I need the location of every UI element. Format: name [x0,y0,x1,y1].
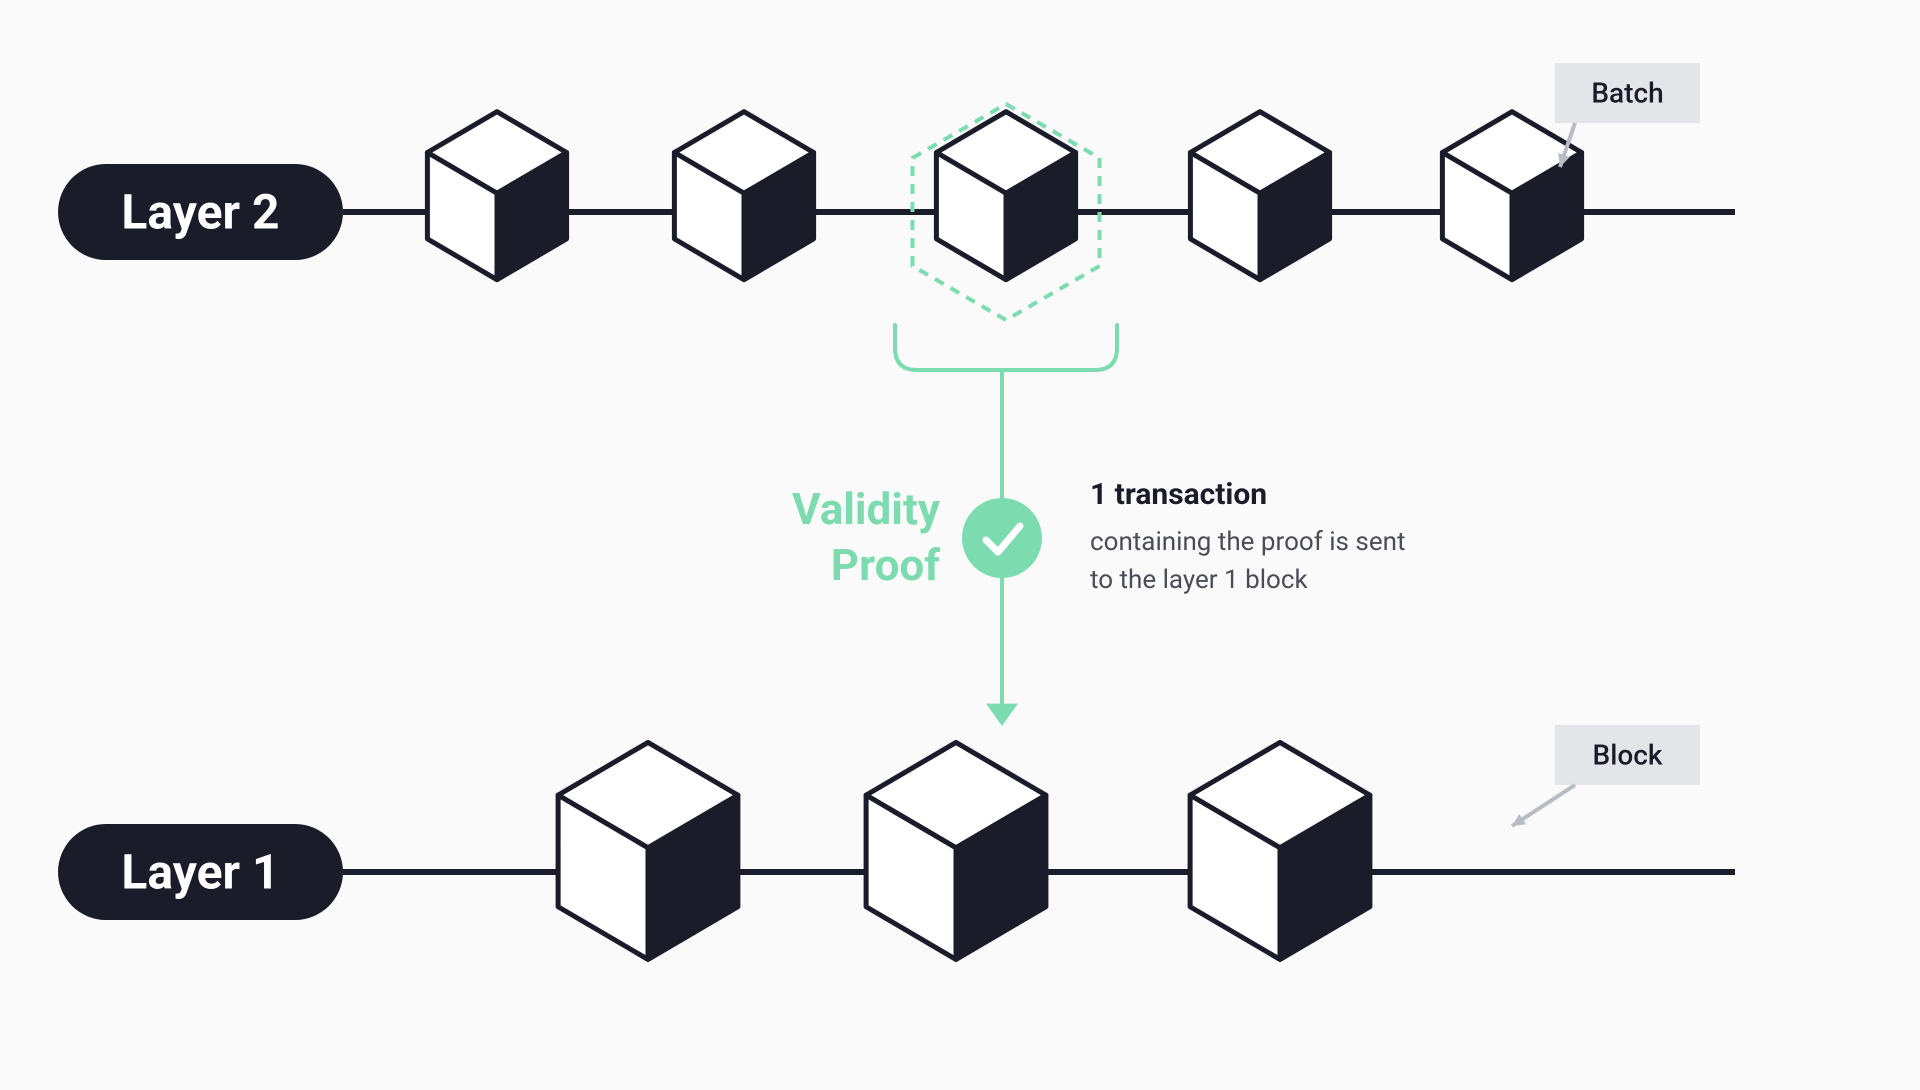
proof-arrow-head [986,704,1018,726]
tx-text-line2: to the layer 1 block [1090,565,1308,595]
layer1-cube-1 [866,742,1046,959]
layer2-cube-1 [674,112,813,280]
tx-text-line1: containing the proof is sent [1090,527,1405,557]
layer2-cube-3 [1190,112,1329,280]
validity-label-line2: Proof [831,539,940,591]
layer1-cube-2 [1190,742,1370,959]
layer2-cube-4 [1442,112,1581,280]
check-badge-icon [962,498,1042,578]
validity-label-line1: Validity [792,483,941,535]
layer2-cube-0 [427,112,566,280]
layer1-pill: Layer 1 [58,824,343,920]
layer2-pill: Layer 2 [58,164,343,260]
layer1-cube-0 [558,742,738,959]
block-tag-label: Block [1593,739,1663,772]
layer2-cube-2 [936,112,1075,280]
block-tag: Block [1512,725,1700,826]
tx-bold-text: 1 transaction [1090,477,1267,512]
bracket [895,325,1117,370]
batch-tag-label: Batch [1591,77,1663,110]
layer1-pill-label: Layer 1 [121,844,279,901]
layer2-pill-label: Layer 2 [121,184,279,241]
